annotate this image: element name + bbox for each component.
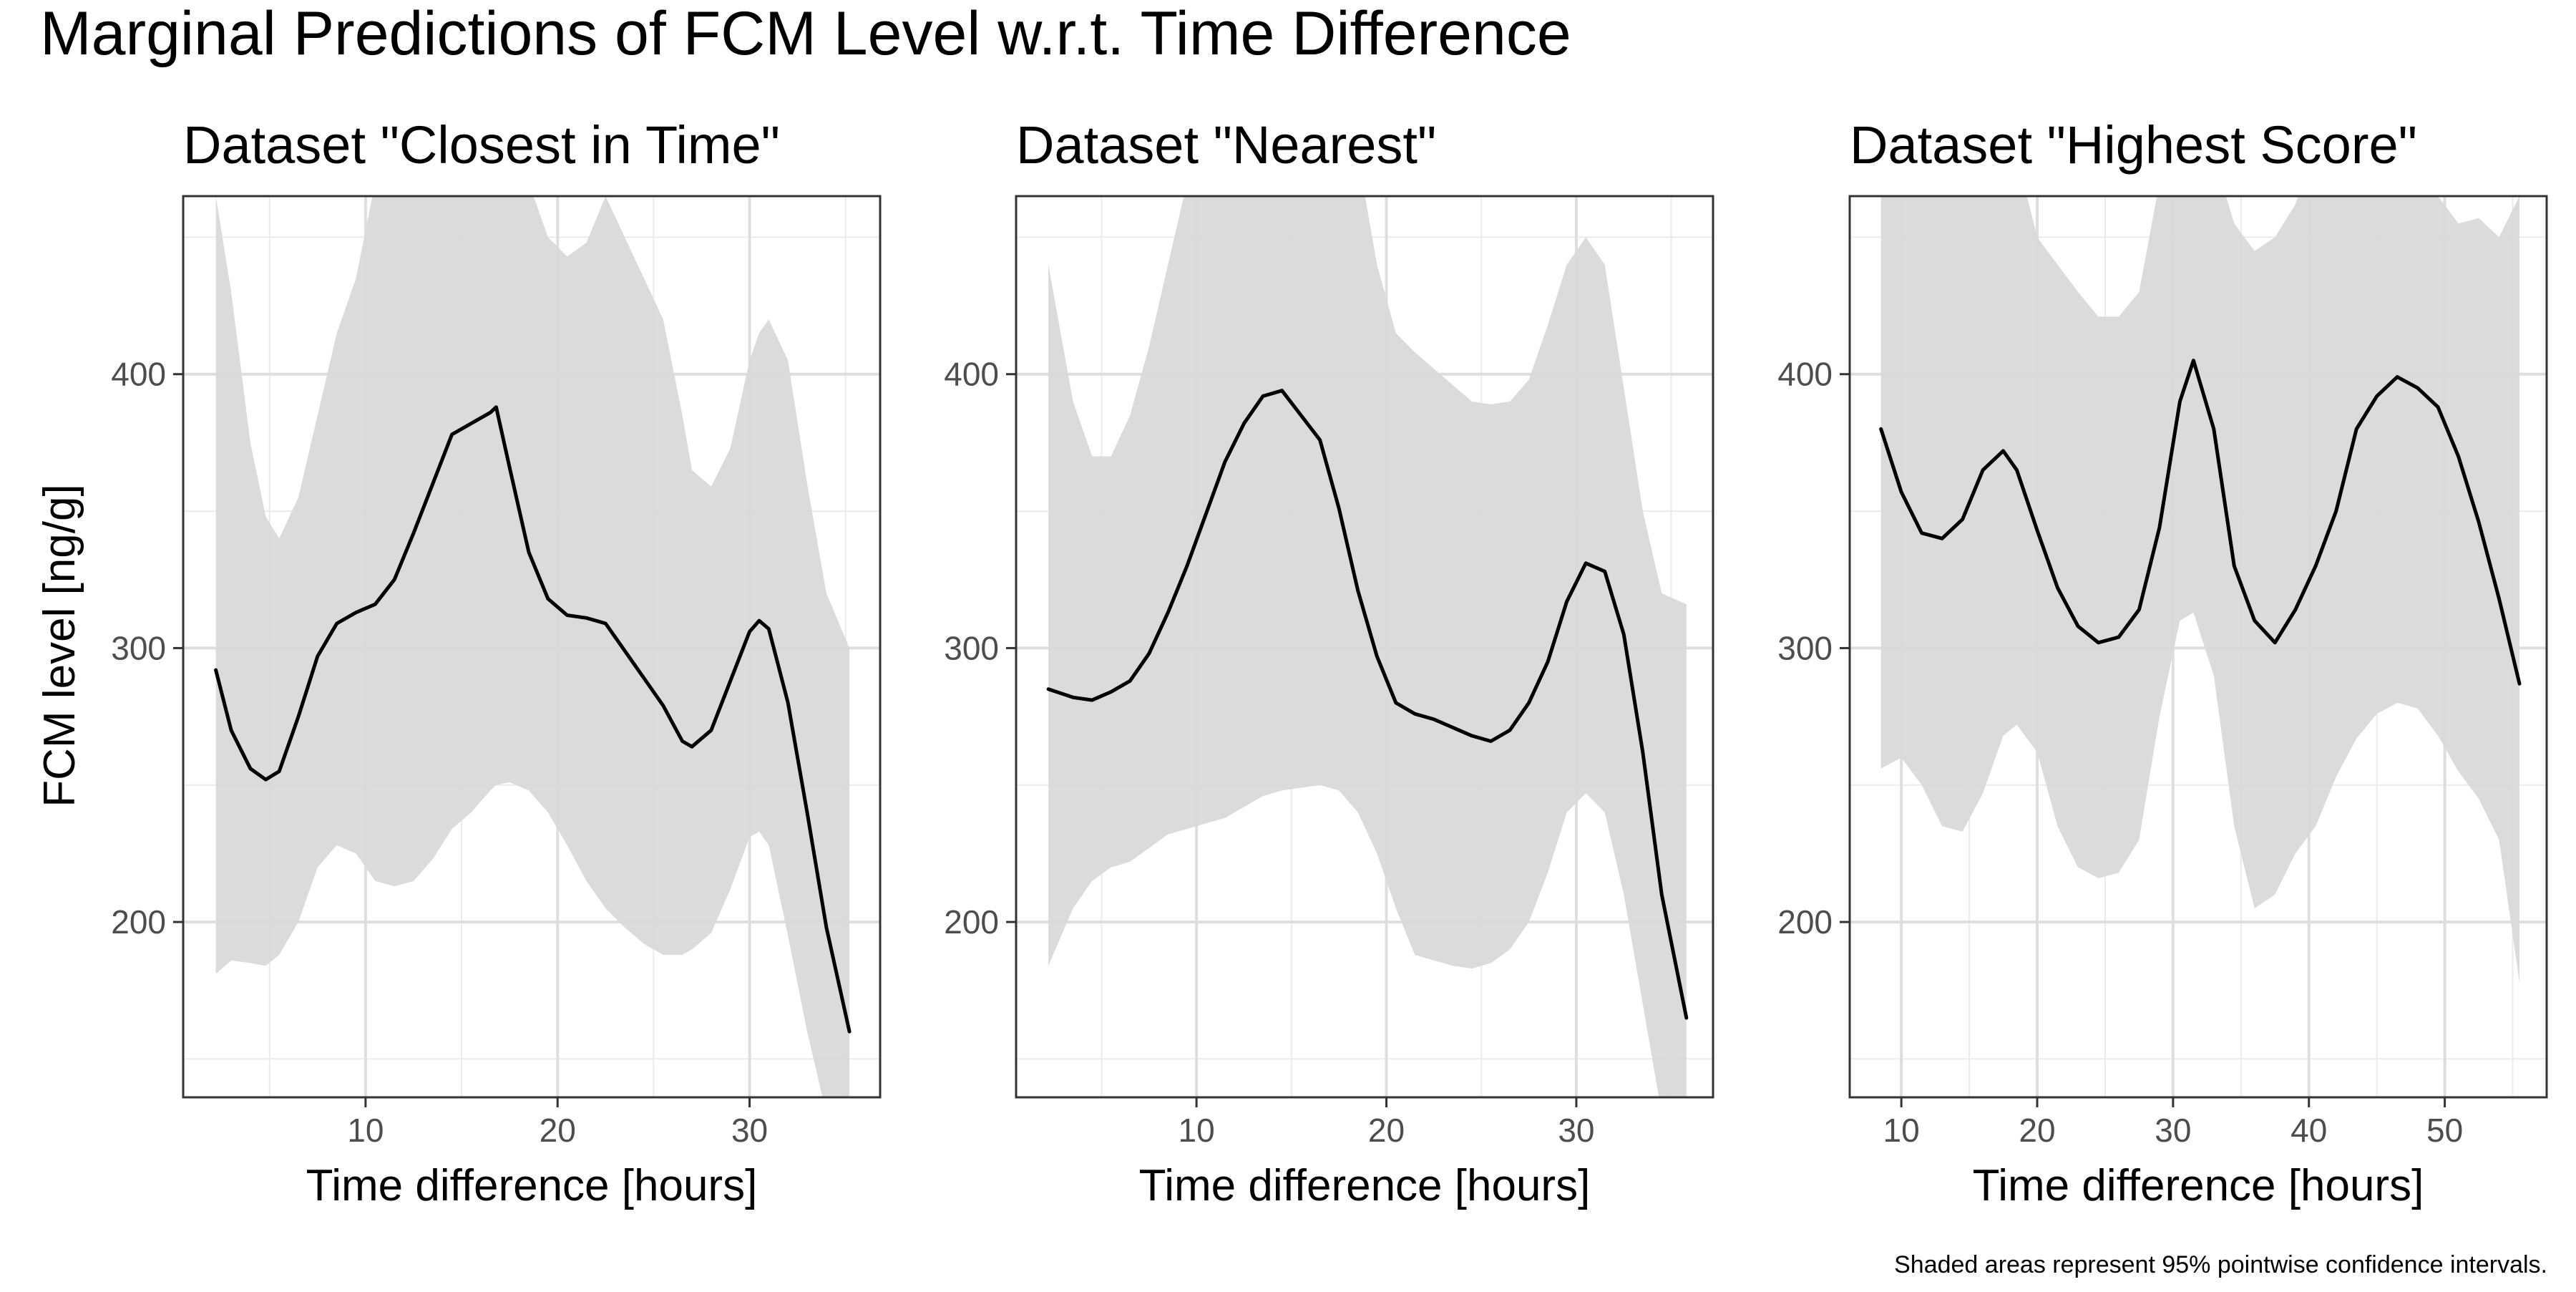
x-tick-label: 20 [540, 1112, 576, 1149]
y-tick-label: 400 [1777, 356, 1833, 393]
confidence-band-1 [1880, 196, 2519, 983]
panel-title: Dataset "Highest Score" [1850, 115, 2417, 175]
panel-3: Dataset "Highest Score" 10 20 30 40 50 200 300 4… [1777, 115, 2548, 1210]
x-tick-label: 20 [2019, 1112, 2055, 1149]
x-tick-label: 30 [1558, 1112, 1594, 1149]
x-tick-label: 30 [2155, 1112, 2191, 1149]
y-tick-label: 400 [111, 356, 166, 393]
x-tick-label: 10 [1883, 1112, 1920, 1149]
plot-area [183, 196, 880, 1097]
panel-2: Dataset "Nearest" 10 20 30 200 300 400 Time dif… [944, 115, 1714, 1210]
y-tick-label: 300 [944, 629, 999, 666]
x-tick-label: 50 [2426, 1112, 2463, 1149]
y-tick-label: 200 [944, 903, 999, 941]
x-tick-label: 10 [1179, 1112, 1215, 1149]
x-axis-label: Time difference [hours] [306, 1161, 758, 1210]
x-axis-label: Time difference [hours] [1973, 1161, 2424, 1210]
caption: Shaded areas represent 95% pointwise con… [1894, 1251, 2547, 1278]
panel-1: Dataset "Closest in Time" 10 20 30 200 300 400… [111, 115, 882, 1210]
series-line-1 [1879, 359, 2522, 686]
x-tick-label: 10 [347, 1112, 384, 1149]
panel-border [1015, 195, 1714, 1099]
y-tick-label: 300 [111, 629, 166, 666]
x-tick-label: 40 [2290, 1112, 2327, 1149]
plot-area [1850, 196, 2547, 1097]
x-tick-label: 20 [1368, 1112, 1405, 1149]
y-tick-label: 300 [1777, 629, 1833, 666]
y-tick-label: 200 [111, 903, 166, 941]
confidence-band-1 [215, 196, 850, 1097]
x-tick-label: 30 [731, 1112, 768, 1149]
y-axis-label: FCM level [ng/g] [35, 484, 84, 807]
panel-title: Dataset "Nearest" [1016, 115, 1436, 175]
panels-layer: Dataset "Closest in Time" 10 20 30 200 300 400… [111, 115, 2548, 1210]
panel-title: Dataset "Closest in Time" [183, 115, 780, 175]
series-line-1 [1046, 389, 1689, 1020]
x-axis-label: Time difference [hours] [1139, 1161, 1591, 1210]
y-tick-label: 400 [944, 356, 999, 393]
figure-title: Marginal Predictions of FCM Level w.r.t.… [40, 0, 1571, 68]
plot-area [1016, 196, 1713, 1097]
y-tick-label: 200 [1777, 903, 1833, 941]
panel-border [182, 195, 882, 1099]
panel-border [1848, 195, 2548, 1099]
series-line-1 [214, 405, 852, 1034]
confidence-band-1 [1048, 196, 1687, 1097]
